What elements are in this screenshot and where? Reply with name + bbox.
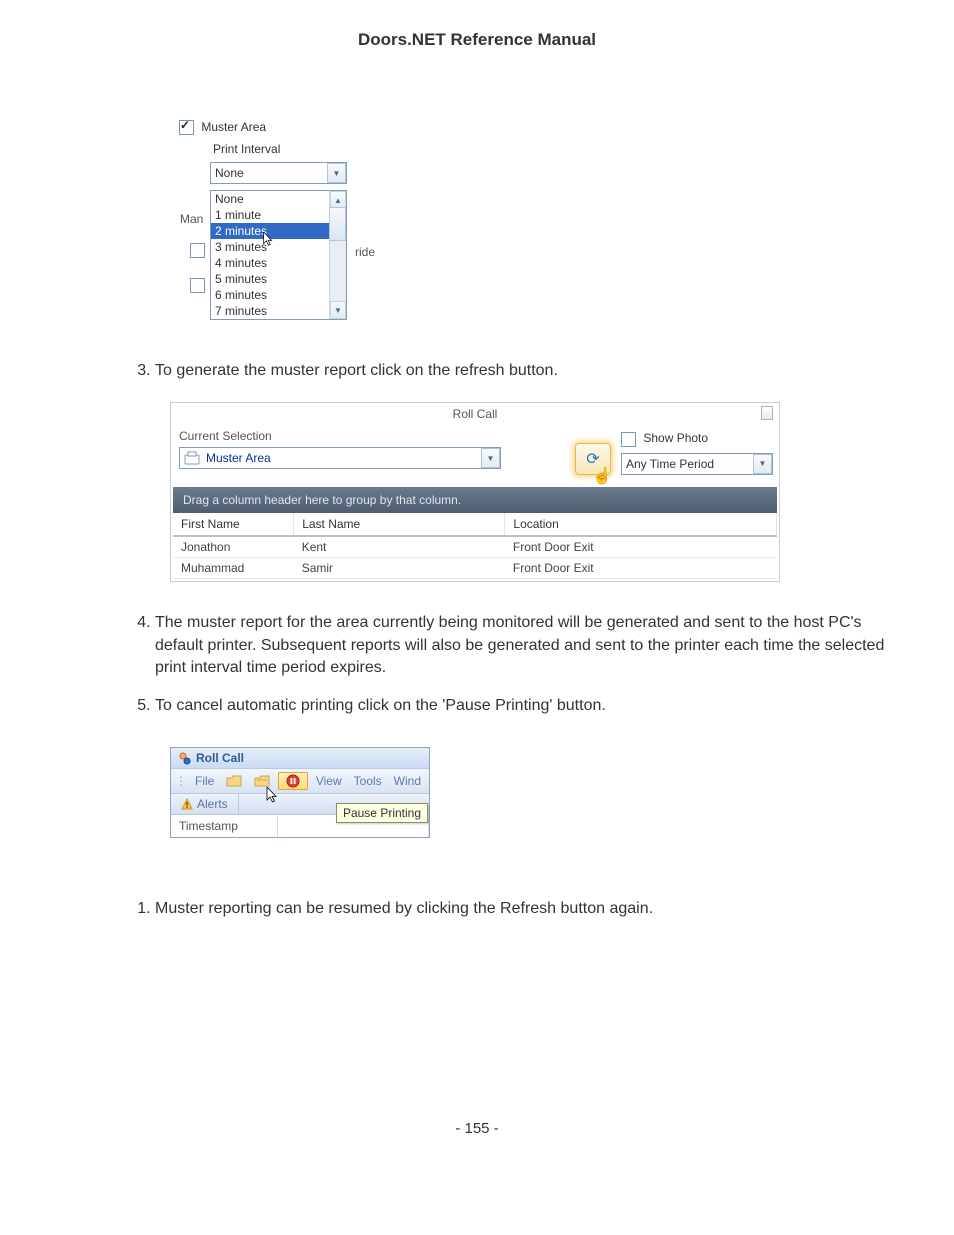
table-row[interactable]: Muhammad Samir Front Door Exit: [173, 558, 777, 579]
page-header: Doors.NET Reference Manual: [60, 30, 894, 50]
time-period-drop-button[interactable]: [753, 454, 772, 474]
col-firstname[interactable]: First Name: [173, 513, 294, 536]
time-period-combo[interactable]: Any Time Period: [621, 453, 773, 475]
interval-option[interactable]: 3 minutes: [211, 239, 346, 255]
pause-printing-tooltip: Pause Printing: [336, 803, 428, 823]
group-by-bar[interactable]: Drag a column header here to group by th…: [173, 487, 777, 513]
cell: Jonathon: [173, 536, 294, 558]
col-timestamp[interactable]: Timestamp: [171, 815, 278, 837]
muster-area-checkbox[interactable]: [179, 120, 194, 135]
refresh-button[interactable]: ⟳ ☝: [575, 443, 611, 475]
step-3: To generate the muster report click on t…: [155, 360, 894, 382]
window-title: Roll Call: [196, 751, 244, 765]
show-photo-checkbox[interactable]: [621, 432, 636, 447]
interval-option[interactable]: 4 minutes: [211, 255, 346, 271]
interval-option[interactable]: 1 minute: [211, 207, 346, 223]
cell: Samir: [294, 558, 505, 579]
menu-tools[interactable]: Tools: [350, 771, 386, 791]
time-period-value: Any Time Period: [622, 457, 753, 471]
folder-open-icon[interactable]: [222, 773, 246, 789]
area-combo[interactable]: Muster Area: [179, 447, 501, 469]
area-value: Muster Area: [204, 451, 481, 465]
area-drop-button[interactable]: [481, 448, 500, 468]
step-5: To cancel automatic printing click on th…: [155, 695, 894, 717]
browse-icon[interactable]: [183, 450, 201, 466]
instruction-list-3: Muster reporting can be resumed by click…: [60, 898, 894, 920]
interval-listbox[interactable]: None 1 minute 2 minutes 3 minutes 4 minu…: [210, 190, 347, 320]
show-photo-label: Show Photo: [643, 431, 708, 445]
cell: Muhammad: [173, 558, 294, 579]
title-bar: Roll Call: [171, 748, 429, 769]
interval-option-highlight[interactable]: 2 minutes: [211, 223, 346, 239]
figure-rollcall-window: Roll Call ⋮ File View Tools Wind: [170, 747, 430, 838]
interval-option[interactable]: None: [211, 191, 346, 207]
tab-alerts-label: Alerts: [197, 797, 228, 811]
side-checkbox-2[interactable]: [190, 278, 205, 293]
scroll-thumb[interactable]: [329, 207, 346, 241]
step-resume: Muster reporting can be resumed by click…: [155, 898, 894, 920]
instruction-list-2: The muster report for the area currently…: [60, 612, 894, 717]
alert-icon: [181, 798, 193, 810]
side-checkbox-1[interactable]: [190, 243, 205, 258]
interval-option[interactable]: 5 minutes: [211, 271, 346, 287]
page-number: - 155 -: [60, 1120, 894, 1137]
combo-drop-button[interactable]: [327, 163, 346, 183]
toolbar: ⋮ File View Tools Wind: [171, 769, 429, 794]
print-interval-label: Print Interval: [213, 142, 280, 156]
menu-window[interactable]: Wind: [390, 771, 425, 791]
instruction-list: To generate the muster report click on t…: [60, 360, 894, 382]
table-row[interactable]: Jonathon Kent Front Door Exit: [173, 536, 777, 558]
col-location[interactable]: Location: [505, 513, 777, 536]
hand-cursor-icon: ☝: [592, 466, 612, 486]
listbox-scrollbar[interactable]: ▲ ▼: [329, 191, 346, 319]
muster-area-label: Muster Area: [201, 120, 266, 134]
interval-option[interactable]: 7 minutes: [211, 303, 346, 319]
partial-label-ride: ride: [355, 245, 375, 259]
print-interval-combo[interactable]: None: [210, 162, 347, 184]
interval-option[interactable]: 6 minutes: [211, 287, 346, 303]
figure-muster-interval: Muster Area Print Interval None Man ride…: [175, 120, 395, 330]
cell: Front Door Exit: [505, 558, 777, 579]
scroll-down-button[interactable]: ▼: [330, 301, 346, 319]
col-lastname[interactable]: Last Name: [294, 513, 505, 536]
current-selection-label: Current Selection: [179, 429, 565, 443]
rollcall-table: First Name Last Name Location Jonathon K…: [173, 513, 777, 579]
menu-view[interactable]: View: [312, 771, 346, 791]
partial-label-man: Man: [180, 212, 203, 226]
pause-printing-button[interactable]: [278, 772, 308, 790]
pin-icon[interactable]: [761, 406, 773, 420]
rollcall-title: Roll Call: [453, 407, 498, 421]
app-icon: [177, 751, 191, 765]
cell: Kent: [294, 536, 505, 558]
tab-alerts[interactable]: Alerts: [171, 794, 239, 814]
combo-value: None: [211, 166, 327, 180]
figure-roll-call-grid: Roll Call Current Selection Muster Area …: [170, 402, 780, 582]
folder-icon[interactable]: [250, 773, 274, 789]
menu-file[interactable]: File: [191, 771, 218, 791]
step-4: The muster report for the area currently…: [155, 612, 894, 679]
cell: Front Door Exit: [505, 536, 777, 558]
